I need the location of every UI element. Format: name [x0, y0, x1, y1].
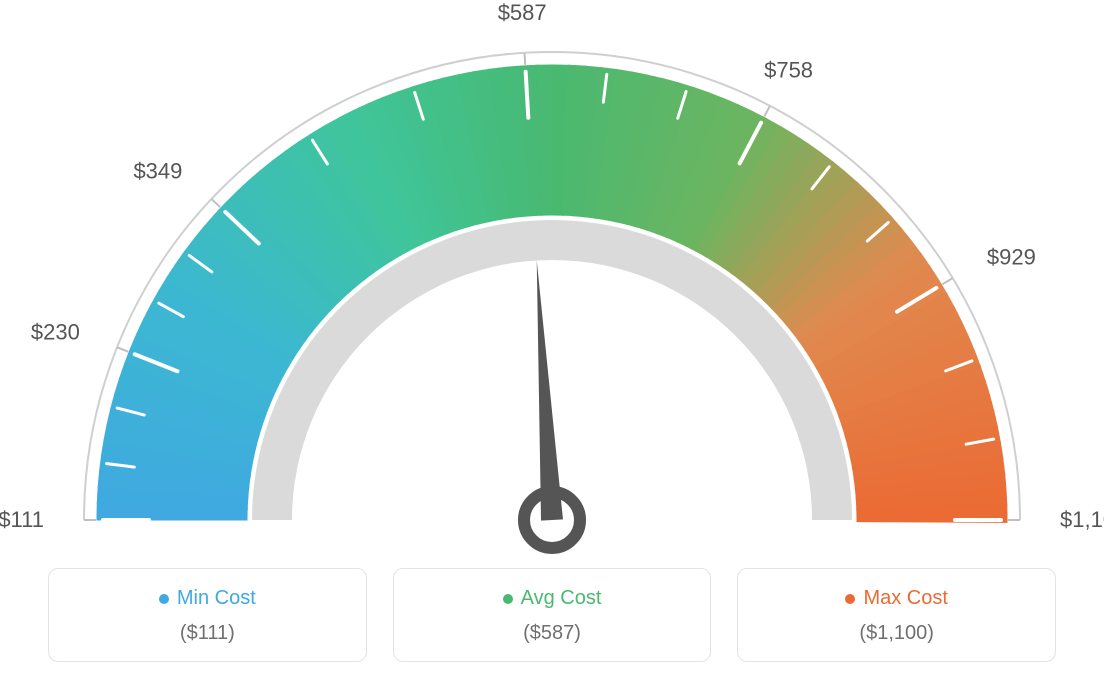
tick-label: $929 — [987, 244, 1036, 269]
tick-major — [526, 72, 529, 118]
legend-card-min: Min Cost ($111) — [48, 568, 367, 662]
tick-label: $230 — [31, 320, 80, 345]
legend-title-max: Max Cost — [845, 587, 947, 610]
cost-gauge-chart: $111 $230 $349 $587 $758 $929 $1,100 Min Cost … — [0, 0, 1104, 690]
outer-tick — [764, 106, 770, 117]
legend-value-max: ($1,100) — [748, 622, 1045, 645]
outer-tick — [942, 278, 952, 284]
legend-dot-max — [845, 594, 855, 604]
legend-title-text-max: Max Cost — [863, 587, 947, 610]
legend-card-max: Max Cost ($1,100) — [737, 568, 1056, 662]
tick-label: $587 — [498, 0, 547, 25]
legend-value-min: ($111) — [59, 622, 356, 645]
legend-title-text-min: Min Cost — [177, 587, 256, 610]
tick-label: $349 — [133, 158, 182, 183]
legend-title-min: Min Cost — [159, 587, 256, 610]
legend-card-avg: Avg Cost ($587) — [393, 568, 712, 662]
gauge-needle — [537, 260, 563, 520]
tick-label: $1,100 — [1060, 507, 1104, 532]
legend-value-avg: ($587) — [404, 622, 701, 645]
outer-tick — [525, 53, 526, 65]
legend-title-text-avg: Avg Cost — [521, 587, 602, 610]
legend-dot-min — [159, 594, 169, 604]
tick-label: $111 — [0, 507, 44, 532]
outer-tick — [211, 199, 220, 207]
legend-title-avg: Avg Cost — [503, 587, 602, 610]
gauge-svg: $111 $230 $349 $587 $758 $929 $1,100 — [0, 0, 1104, 580]
legend-dot-avg — [503, 594, 513, 604]
outer-tick — [117, 347, 128, 351]
legend-row: Min Cost ($111) Avg Cost ($587) Max Cost… — [0, 568, 1104, 662]
tick-label: $758 — [764, 57, 813, 82]
